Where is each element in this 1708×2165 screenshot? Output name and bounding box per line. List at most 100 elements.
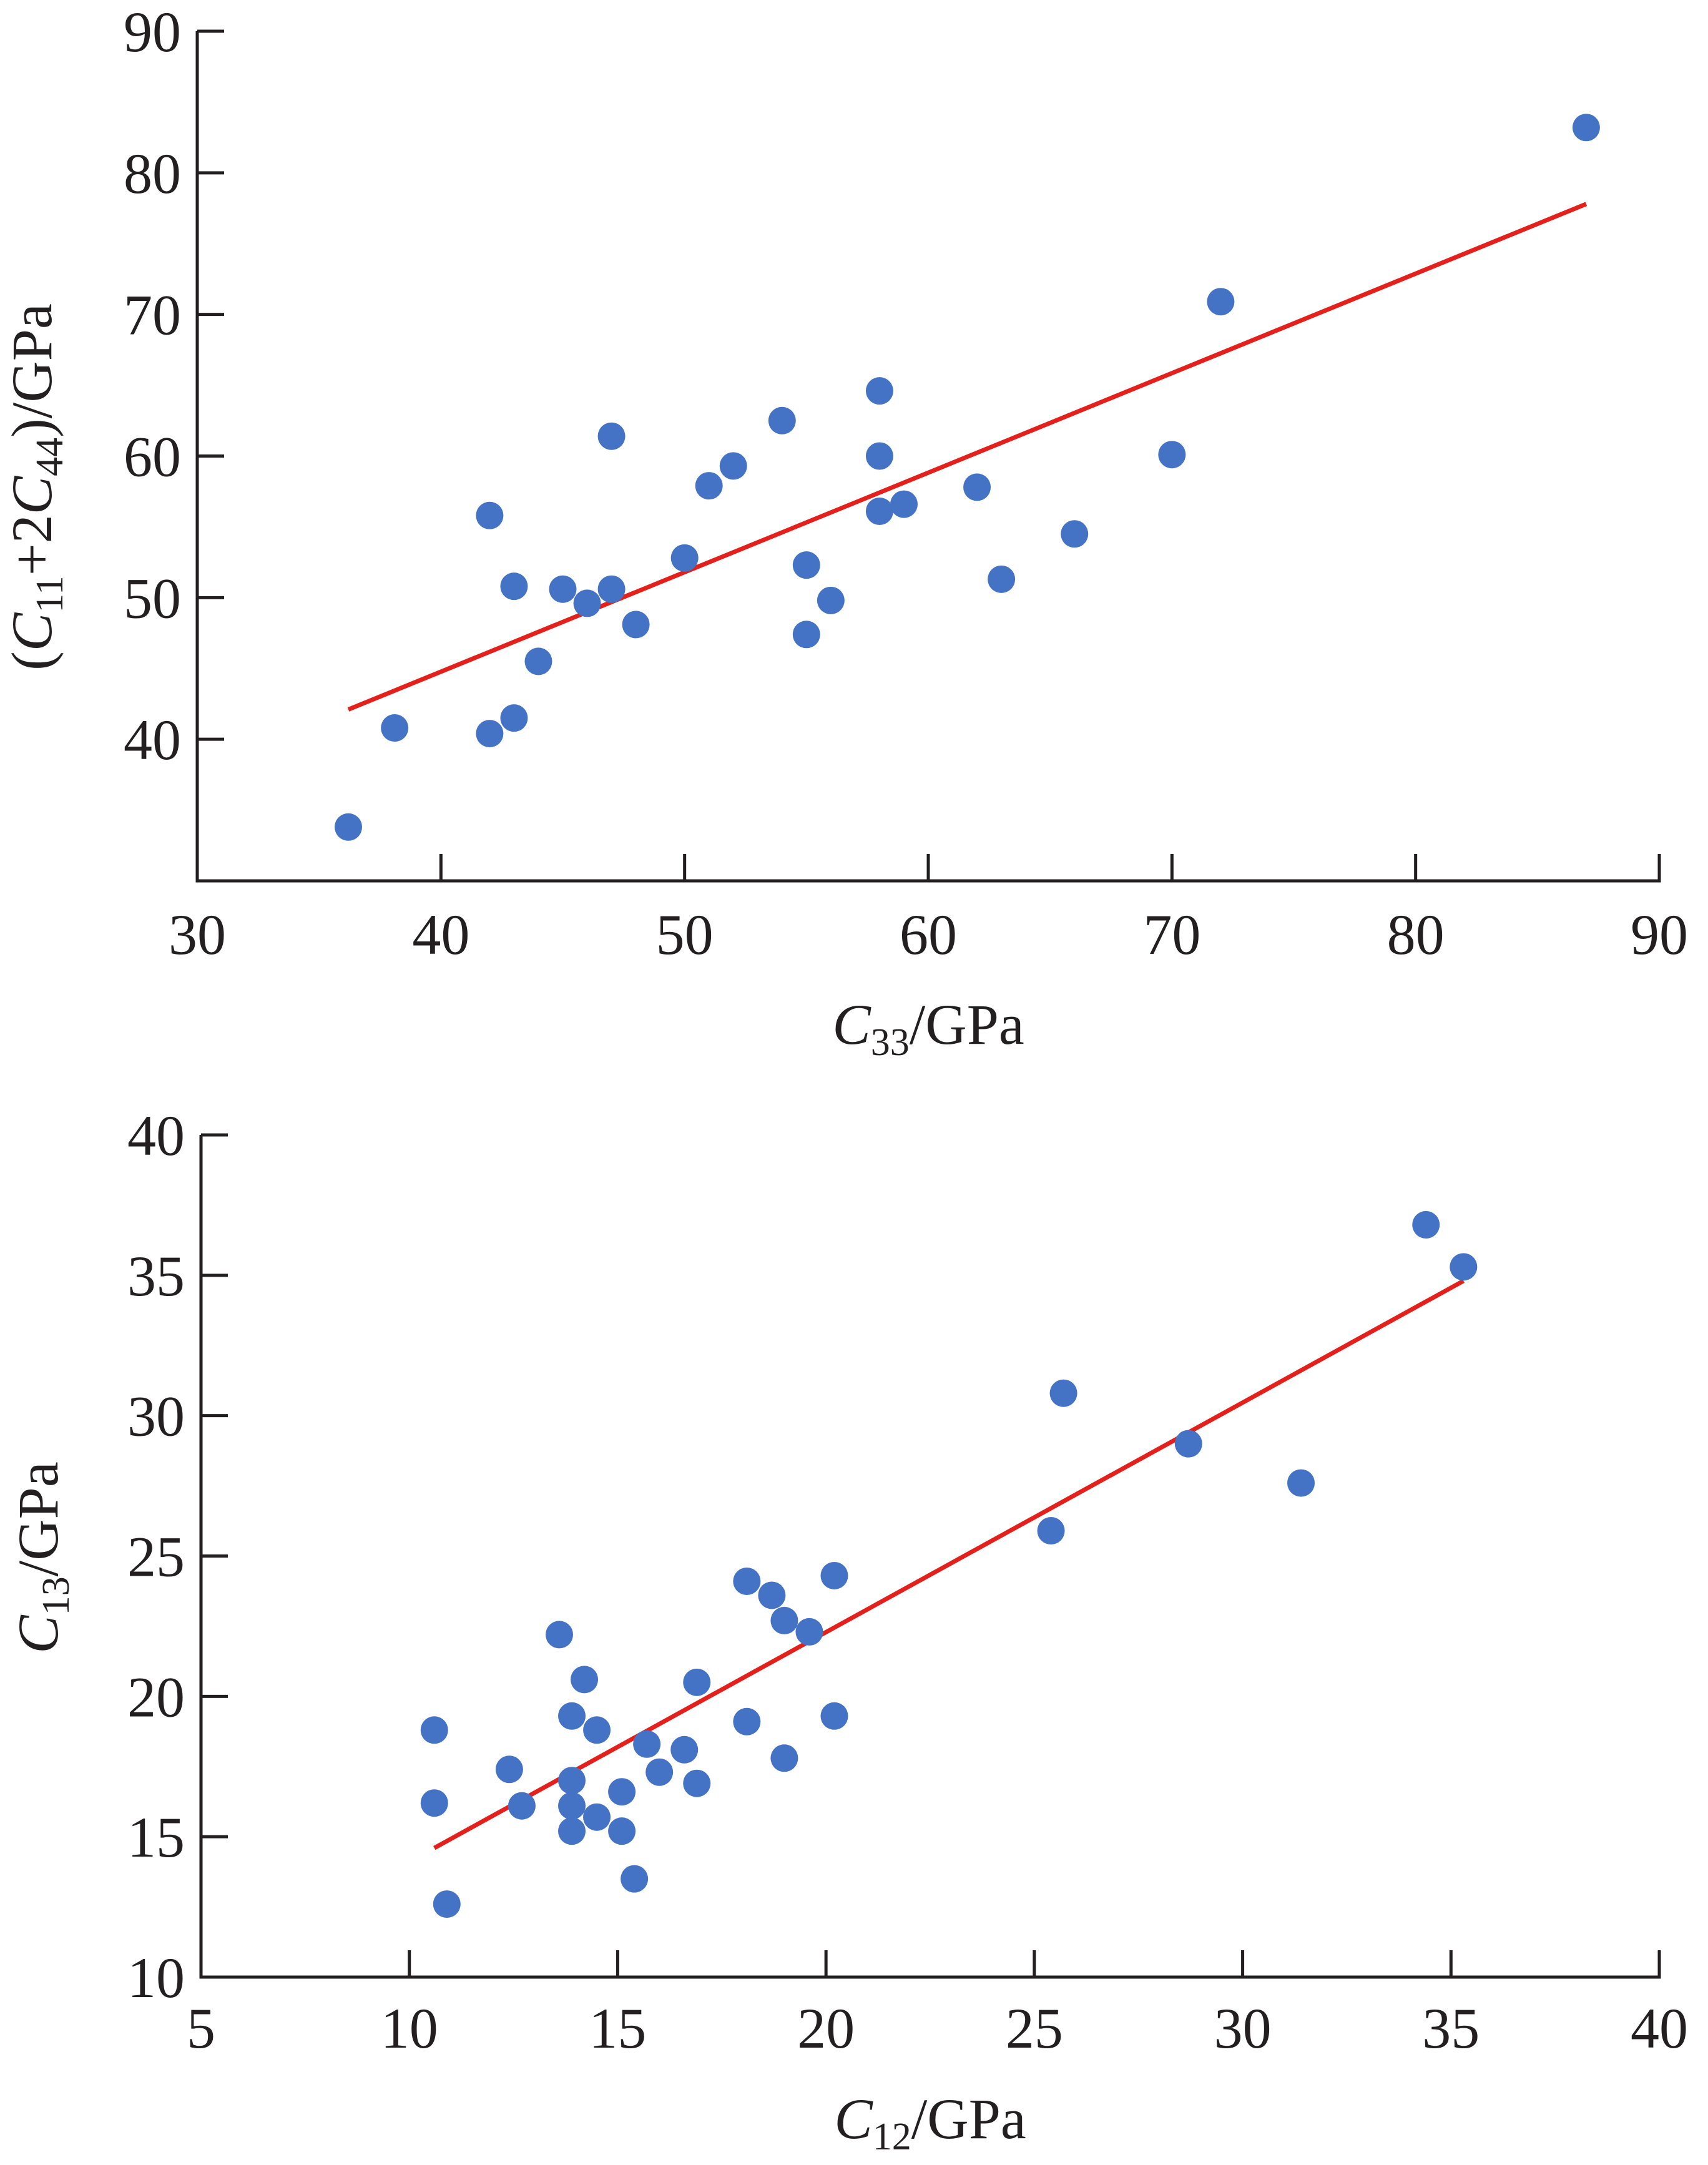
y-label-main: C: [6, 1614, 70, 1654]
data-point: [770, 1606, 798, 1634]
x-label-main: C: [832, 993, 871, 1056]
y-label-unit: )/GPa: [0, 303, 64, 438]
data-point: [645, 1758, 674, 1786]
data-points-bottom: [420, 1210, 1478, 1918]
x-tick-label: 30: [1214, 1996, 1272, 2060]
y-axis-label-bottom: C13/GPa: [6, 1461, 77, 1653]
x-tick-label: 35: [1422, 1996, 1480, 2060]
data-point: [597, 422, 626, 450]
data-point: [573, 589, 601, 617]
data-point: [820, 1561, 848, 1589]
data-point: [1572, 114, 1600, 142]
y-axis-label-top: (C11+2C44)/GPa: [0, 303, 71, 670]
y-tick-label: 90: [124, 0, 181, 64]
y-tick-label: 70: [124, 283, 181, 347]
data-point: [817, 586, 845, 614]
x-tick-label: 10: [381, 1996, 438, 2060]
y-tick-label: 50: [124, 566, 181, 630]
x-label-sub: 12: [873, 2116, 911, 2158]
data-point: [1412, 1210, 1440, 1239]
x-tick-label: 15: [589, 1996, 646, 2060]
data-point: [608, 1778, 636, 1806]
tick-marks-bottom: [199, 1133, 1661, 1979]
data-point: [476, 720, 504, 748]
x-tick-label: 60: [900, 903, 957, 966]
axes-frame-top: [195, 31, 1661, 883]
data-point: [683, 1668, 711, 1696]
x-label-sub: 33: [871, 1021, 910, 1064]
data-point: [695, 472, 723, 500]
data-point: [719, 452, 747, 480]
x-tick-label: 70: [1143, 903, 1200, 966]
data-point: [1174, 1430, 1202, 1458]
x-axis-label-bottom: C12/GPa: [834, 2087, 1026, 2158]
data-point: [558, 1817, 586, 1845]
data-point: [733, 1567, 761, 1595]
x-tick-label: 80: [1387, 903, 1445, 966]
data-point: [633, 1730, 661, 1758]
y-label-mid: +2: [0, 514, 64, 576]
y-label-s1: 11: [29, 576, 71, 613]
data-point: [335, 813, 363, 841]
y-tick-label: 80: [124, 142, 181, 205]
y-label-c1: C: [0, 612, 64, 651]
data-point: [545, 1621, 573, 1649]
data-point: [890, 490, 918, 518]
data-point: [1061, 520, 1089, 548]
data-point: [865, 442, 893, 470]
x-tick-label: 50: [656, 903, 714, 966]
data-point: [476, 501, 504, 529]
data-point: [792, 621, 820, 649]
data-point: [758, 1581, 786, 1609]
data-point: [558, 1792, 586, 1820]
data-point: [820, 1702, 848, 1730]
data-point: [1037, 1517, 1065, 1545]
data-point: [963, 473, 991, 501]
data-point: [792, 551, 820, 579]
axes-frame-bottom: [199, 1135, 1661, 1979]
tick-labels-top: 30 40 50 60 70 80 90 40 50 60 70 80 90: [124, 0, 1688, 966]
y-label-open: (: [0, 651, 64, 670]
y-label-unit: /GPa: [6, 1461, 70, 1576]
y-tick-label: 30: [127, 1385, 185, 1448]
x-tick-label: 40: [1631, 1996, 1688, 2060]
tick-marks-top: [195, 29, 1661, 881]
data-point: [583, 1716, 611, 1744]
data-point: [865, 377, 893, 405]
data-point: [524, 647, 552, 675]
y-label-sub: 13: [35, 1576, 77, 1615]
fit-line-top: [347, 202, 1588, 712]
y-tick-label: 25: [127, 1525, 185, 1589]
y-tick-label: 40: [124, 708, 181, 772]
data-point: [670, 1735, 699, 1764]
data-point: [1287, 1469, 1315, 1497]
x-tick-label: 90: [1631, 903, 1688, 966]
data-point: [770, 1744, 798, 1772]
fit-line-bottom: [433, 1279, 1465, 1850]
data-point: [670, 544, 699, 572]
data-point: [1207, 288, 1235, 316]
y-tick-label: 60: [124, 425, 181, 489]
x-tick-label: 25: [1006, 1996, 1063, 2060]
y-tick-label: 20: [127, 1665, 185, 1729]
y-tick-label: 10: [127, 1946, 185, 2010]
data-point: [549, 575, 577, 603]
data-point: [1158, 441, 1186, 469]
y-tick-label: 35: [127, 1244, 185, 1308]
data-point: [597, 575, 626, 603]
x-axis-label-top: C33/GPa: [832, 993, 1024, 1064]
data-point: [433, 1890, 461, 1918]
data-points-top: [335, 114, 1600, 841]
data-point: [571, 1666, 599, 1694]
y-tick-label: 15: [127, 1805, 185, 1869]
data-point: [621, 1865, 649, 1893]
data-point: [733, 1707, 761, 1735]
data-point: [558, 1767, 586, 1795]
data-point: [381, 714, 409, 742]
x-tick-label: 40: [412, 903, 469, 966]
data-point: [500, 704, 528, 732]
